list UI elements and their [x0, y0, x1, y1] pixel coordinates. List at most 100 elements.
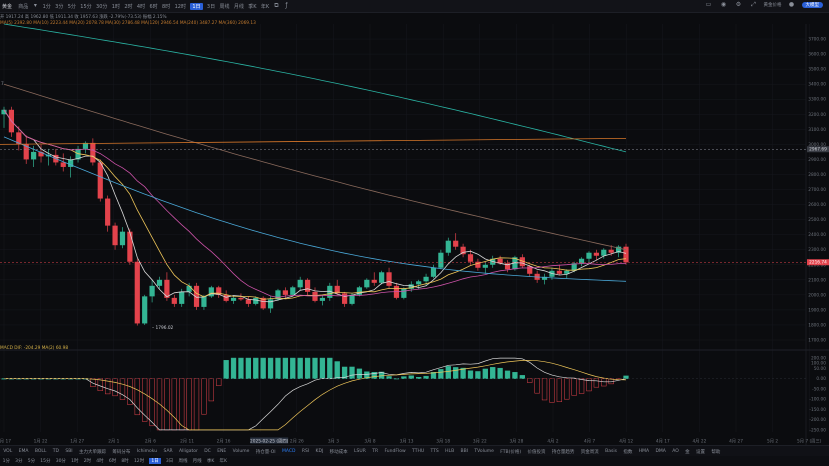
candle-body	[593, 252, 599, 256]
candle-body	[245, 299, 251, 304]
bottom-timeframe-11[interactable]: 1日	[149, 458, 161, 464]
bottom-timeframe-7[interactable]: 4时	[96, 459, 104, 464]
indicator-tab-16[interactable]: KDJ	[315, 449, 324, 454]
timeframe-9[interactable]: 8时	[162, 3, 171, 10]
candle-body	[149, 285, 155, 297]
indicator-tab-6[interactable]: 筹码分布	[112, 449, 131, 455]
macd-dif-line	[4, 357, 627, 431]
indicator-tab-22[interactable]: TTS	[430, 449, 439, 454]
indicator-tab-35[interactable]: AO	[672, 449, 679, 454]
candlestick-chart[interactable]: 3700.00 3600.00 3500.00 3400.00 3300.00 3200.…	[0, 12, 829, 445]
indicator-tab-17[interactable]: 移动成本	[329, 449, 348, 455]
user-icon[interactable]: ●	[788, 1, 795, 8]
timeframe-10[interactable]: 12时	[174, 3, 186, 10]
indicator-tab-3[interactable]: TD	[52, 449, 59, 454]
indicator-tab-15[interactable]: RSI	[301, 449, 310, 454]
indicator-tab-0[interactable]: VOL	[3, 449, 13, 454]
indicator-tab-10[interactable]: DC	[204, 449, 211, 454]
indicator-tab-8[interactable]: SAR	[163, 449, 173, 454]
indicator-tab-29[interactable]: 持仓量趋势	[551, 449, 575, 455]
user-label[interactable]: 黄金价格	[763, 3, 782, 8]
bottom-timeframe-12[interactable]: 3日	[165, 459, 174, 464]
bottom-timeframe-6[interactable]: 2时	[83, 459, 92, 464]
indicator-tab-18[interactable]: LSUR	[354, 449, 366, 454]
candle-body	[401, 288, 407, 298]
price-tick: 3500.00	[808, 67, 826, 73]
indicator-tab-11[interactable]: ENE	[217, 449, 227, 454]
indicator-tab-7[interactable]: Ichimoku	[136, 449, 158, 454]
price-badge-orange: 2967.69	[809, 147, 827, 153]
indicator-tab-38[interactable]: 设置	[696, 449, 706, 455]
timeframe-4[interactable]: 30分	[96, 3, 108, 10]
indicator-tab-14[interactable]: MACD	[281, 449, 296, 454]
timeframe-6[interactable]: 2时	[124, 3, 133, 10]
indicator-tab-36[interactable]: 金	[685, 449, 690, 455]
indicator-tab-9[interactable]: Alligator	[179, 449, 198, 454]
bottom-timeframe-14[interactable]: 月线	[192, 459, 202, 464]
timeframe-7[interactable]: 4时	[136, 3, 146, 10]
bottom-timeframe-15[interactable]: 季K	[206, 459, 215, 464]
indicator-tab-31[interactable]: Basis	[605, 449, 617, 454]
ai-badge[interactable]: 大模型	[801, 2, 823, 8]
indicator-tab-24[interactable]: BBI	[460, 449, 469, 454]
indicator-tab-39[interactable]: 帮助	[711, 449, 721, 455]
indicator-tab-5[interactable]: 主力大单跟踪	[79, 449, 107, 455]
indicator-tab-32[interactable]: 指数	[623, 449, 633, 455]
layout-icon[interactable]: ▭	[705, 1, 712, 8]
chevron-down-icon[interactable]: ▾	[33, 2, 37, 9]
bottom-timeframe-3[interactable]: 15分	[40, 459, 51, 464]
indicator-tab-12[interactable]: Volume	[232, 449, 250, 454]
bottom-timeframe-10[interactable]: 12时	[133, 459, 145, 464]
settings-icon[interactable]: ⚙	[735, 1, 742, 8]
indicator-icon[interactable]: ƒ	[285, 2, 288, 9]
indicator-tab-34[interactable]: DMA	[655, 449, 666, 454]
indicator-tab-23[interactable]: HLB	[445, 449, 455, 454]
indicator-tab-21[interactable]: TTHU	[412, 449, 425, 454]
candle-body	[578, 258, 585, 264]
indicator-tab-1[interactable]: EMA	[18, 449, 29, 454]
symbol-name[interactable]: 黄金	[2, 3, 13, 10]
market-label[interactable]: 商品	[18, 3, 29, 10]
macd-bar	[571, 378, 577, 396]
bottom-timeframe-9[interactable]: 8时	[121, 459, 129, 464]
indicator-tab-2[interactable]: BOLL	[34, 449, 47, 454]
bottom-timeframe-8[interactable]: 6时	[108, 459, 117, 464]
bottom-timeframe-1[interactable]: 3分	[15, 459, 23, 464]
indicator-tab-4[interactable]: SBI	[65, 449, 73, 454]
timeframe-0[interactable]: 1分	[42, 3, 51, 10]
timeframe-13[interactable]: 周线	[219, 3, 230, 10]
indicator-tab-13[interactable]: 持仓量·OI	[255, 449, 276, 455]
candle-body	[327, 285, 333, 298]
date-tick: 4月 2	[547, 439, 558, 445]
fullscreen-icon[interactable]: ⤢	[751, 1, 756, 8]
timeframe-16[interactable]: 年K	[260, 3, 270, 10]
date-tick: 4月 7	[584, 439, 595, 445]
bottom-timeframe-2[interactable]: 5分	[27, 459, 36, 464]
bottom-timeframe-13[interactable]: 周线	[178, 459, 188, 464]
bottom-timeframe-16[interactable]: 年K	[219, 459, 227, 464]
timeframe-14[interactable]: 月线	[233, 3, 244, 10]
timeframe-12[interactable]: 3日	[206, 3, 216, 10]
timeframe-2[interactable]: 5分	[67, 3, 76, 10]
bottom-timeframe-4[interactable]: 30分	[55, 459, 66, 464]
indicator-tab-19[interactable]: TR	[372, 449, 379, 454]
indicator-tab-25[interactable]: TVolume	[474, 449, 494, 454]
indicator-tab-26[interactable]: FTB(价格)	[500, 449, 522, 455]
timeframe-11[interactable]: 1日	[190, 2, 203, 10]
indicator-tab-30[interactable]: 资金周流	[580, 449, 599, 455]
date-tick: 5月 7 (周三)	[797, 439, 822, 445]
timeframe-8[interactable]: 6时	[149, 3, 158, 10]
bottom-timeframe-0[interactable]: 1分	[2, 459, 10, 464]
timeframe-1[interactable]: 3分	[55, 3, 64, 10]
timeframe-15[interactable]: 季K	[248, 3, 257, 10]
timeframe-5[interactable]: 1时	[111, 3, 120, 10]
bottom-timeframe-5[interactable]: 1时	[71, 459, 79, 464]
macd-bar	[112, 378, 118, 397]
camera-icon[interactable]: ◉	[720, 1, 727, 8]
indicator-tab-28[interactable]: 价值投资	[527, 449, 546, 455]
candle-body	[230, 297, 237, 301]
candle-type-icon[interactable]: ⧉	[274, 2, 279, 9]
indicator-tab-20[interactable]: FundFlow	[384, 449, 406, 454]
timeframe-3[interactable]: 15分	[80, 3, 92, 10]
indicator-tab-33[interactable]: HMA	[638, 449, 650, 454]
